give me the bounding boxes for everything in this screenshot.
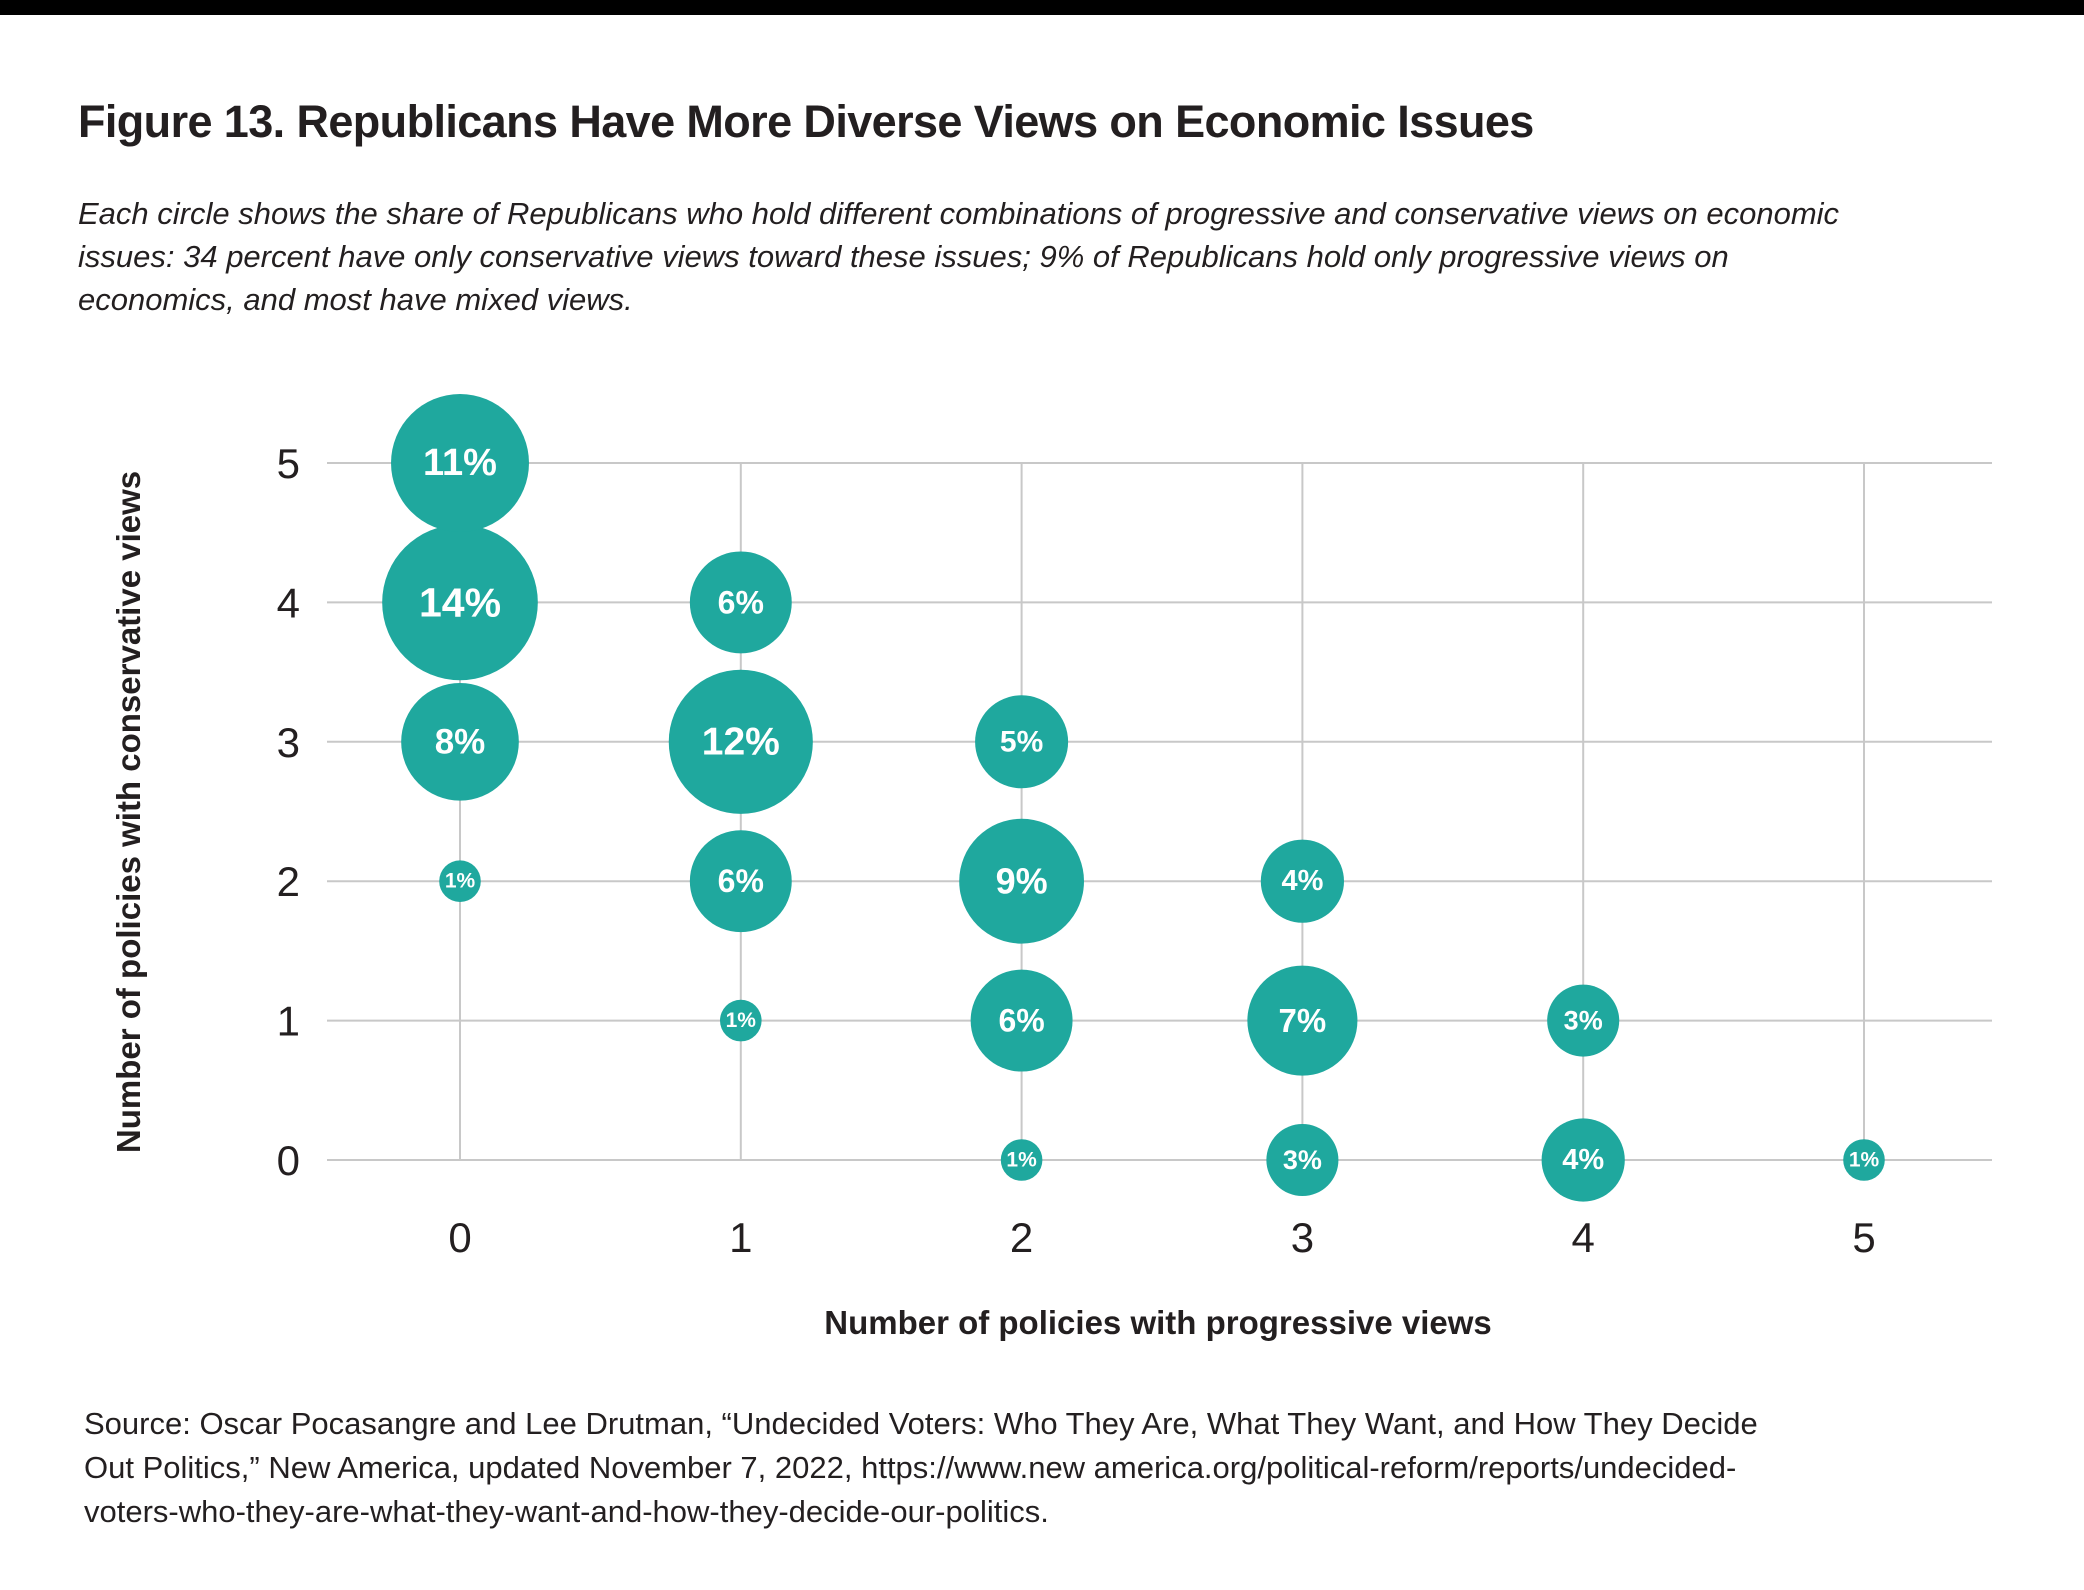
bubble-label: 12% xyxy=(702,720,780,763)
bubble-label: 5% xyxy=(1000,725,1043,758)
figure-title: Figure 13. Republicans Have More Diverse… xyxy=(78,96,1534,148)
bubble-label: 9% xyxy=(996,861,1048,902)
figure-description: Each circle shows the share of Republica… xyxy=(78,192,2018,321)
bubble-label: 6% xyxy=(998,1003,1044,1039)
bubble xyxy=(720,999,762,1042)
top-accent-bar xyxy=(0,0,2084,15)
bubble xyxy=(1843,1139,1885,1181)
bubble-label: 4% xyxy=(1281,865,1323,897)
bubble-label: 11% xyxy=(423,442,497,484)
bubble xyxy=(689,551,792,654)
figure-description-line: economics, and most have mixed views. xyxy=(78,282,633,317)
bubble-label: 8% xyxy=(435,722,486,761)
bubble xyxy=(382,524,538,681)
x-tick-label: 1 xyxy=(729,1214,752,1261)
bubble-label: 1% xyxy=(1849,1149,1880,1172)
bubble xyxy=(401,682,519,801)
bubble xyxy=(1247,965,1358,1076)
bubble-label: 14% xyxy=(419,579,501,625)
bubble xyxy=(439,860,481,902)
source-note: Source: Oscar Pocasangre and Lee Drutman… xyxy=(84,1402,2014,1534)
bubble-label: 4% xyxy=(1562,1144,1604,1176)
bubble xyxy=(1547,984,1620,1057)
bubble xyxy=(1260,839,1344,923)
x-axis-title: Number of policies with progressive view… xyxy=(824,1304,1492,1341)
bubble-label: 6% xyxy=(718,584,764,620)
y-tick-label: 4 xyxy=(277,579,300,626)
x-tick-label: 4 xyxy=(1572,1214,1595,1261)
bubble xyxy=(975,695,1069,789)
bubble-label: 1% xyxy=(1006,1149,1037,1172)
figure-description-line: issues: 34 percent have only conservativ… xyxy=(78,239,1729,274)
bubble xyxy=(689,830,792,933)
source-note-line: voters-who-they-are-what-they-want-and-h… xyxy=(84,1494,1049,1529)
bubble-label: 1% xyxy=(445,870,476,893)
bubble-label: 1% xyxy=(726,1009,757,1032)
x-tick-label: 3 xyxy=(1291,1214,1314,1261)
x-tick-label: 2 xyxy=(1010,1214,1033,1261)
y-axis-title: Number of policies with conservative vie… xyxy=(110,471,147,1153)
y-tick-label: 3 xyxy=(277,719,300,766)
y-tick-label: 0 xyxy=(277,1137,300,1184)
y-tick-label: 2 xyxy=(277,858,300,905)
y-tick-label: 5 xyxy=(277,440,300,487)
bubble xyxy=(1266,1123,1339,1197)
bubble-label: 3% xyxy=(1564,1006,1603,1036)
bubble xyxy=(1541,1118,1625,1202)
bubble-label: 6% xyxy=(718,863,764,899)
bubble xyxy=(959,818,1084,944)
bubbles-layer: 14% 12% 11% 9% 8% 7% 6% 6% 6% 5% 4% 4% 3% 3% 1% 1% 1% 1% xyxy=(382,394,1885,1202)
x-tick-label: 5 xyxy=(1852,1214,1875,1261)
bubble xyxy=(391,394,529,532)
y-tick-label: 1 xyxy=(277,998,300,1045)
source-note-line: Out Politics,” New America, updated Nove… xyxy=(84,1450,1737,1485)
figure-description-line: Each circle shows the share of Republica… xyxy=(78,196,1840,231)
bubble xyxy=(668,669,813,814)
x-tick-label: 0 xyxy=(448,1214,471,1261)
source-note-line: Source: Oscar Pocasangre and Lee Drutman… xyxy=(84,1406,1758,1441)
tick-labels-layer: 0 1 2 3 4 5 0 1 2 3 4 5 xyxy=(277,440,1876,1261)
bubble-label: 3% xyxy=(1283,1145,1322,1175)
bubble xyxy=(970,969,1073,1072)
bubble-label: 7% xyxy=(1279,1002,1327,1039)
gridlines-layer xyxy=(327,462,1992,1161)
bubble xyxy=(1000,1139,1043,1181)
